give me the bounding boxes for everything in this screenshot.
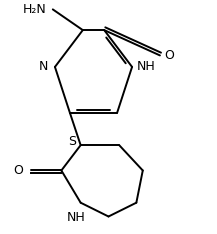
Text: N: N xyxy=(39,60,49,73)
Text: O: O xyxy=(13,164,23,177)
Text: NH: NH xyxy=(67,211,86,224)
Text: S: S xyxy=(68,135,76,148)
Text: O: O xyxy=(164,49,174,62)
Text: H₂N: H₂N xyxy=(23,3,47,16)
Text: NH: NH xyxy=(136,60,155,73)
